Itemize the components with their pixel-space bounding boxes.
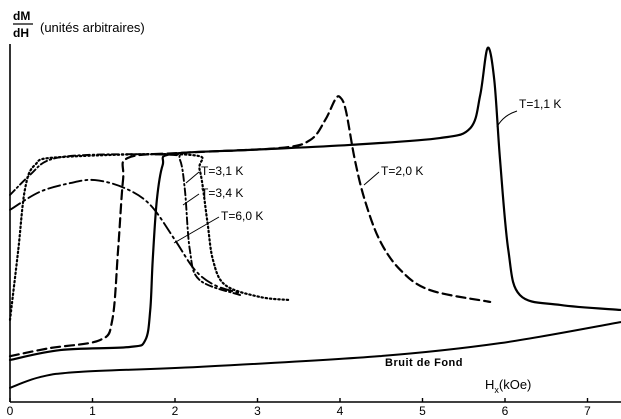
curve-t11 — [8, 46, 621, 362]
y-label-denominator: dH — [13, 26, 29, 40]
x-label-unit: (kOe) — [499, 377, 532, 392]
y-label-numerator: dM — [13, 9, 30, 23]
series-label-t31: T=3,1 K — [201, 164, 243, 178]
x-axis-label: Hx(kOe) — [485, 377, 531, 395]
curve-background-noise — [9, 321, 621, 389]
x-tick-label: 7 — [584, 404, 591, 418]
series-label-t11: T=1,1 K — [519, 97, 561, 111]
x-tick-label: 1 — [89, 404, 96, 418]
series-label-background-noise: Bruit de Fond — [385, 357, 463, 369]
y-axis-label: dM dH (unités arbitraires) — [13, 9, 145, 40]
x-tick-label: 2 — [172, 404, 179, 418]
x-tick-label: 0 — [7, 404, 14, 418]
leader-line-t31 — [185, 171, 200, 184]
x-axis-ticks: 0 1 2 3 4 5 6 7 — [7, 398, 591, 418]
x-label-subscript: x — [494, 385, 499, 395]
leader-line-t60 — [173, 216, 220, 244]
curve-t34 — [8, 152, 291, 321]
series-label-t34: T=3,4 K — [201, 186, 243, 200]
x-tick-label: 5 — [419, 404, 426, 418]
curve-t20 — [8, 95, 492, 358]
leader-line-t20 — [363, 171, 380, 186]
x-tick-label: 6 — [502, 404, 509, 418]
leader-line-t11 — [496, 110, 518, 128]
leader-line-t34 — [182, 193, 200, 206]
series-label-t60: T=6,0 K — [221, 209, 263, 223]
x-tick-label: 4 — [337, 404, 344, 418]
series-label-t20: T=2,0 K — [381, 164, 423, 178]
y-label-unit: (unités arbitraires) — [40, 20, 145, 35]
curves-group — [8, 46, 621, 389]
x-label-symbol: H — [485, 377, 494, 392]
x-tick-label: 3 — [254, 404, 261, 418]
curve-t60 — [9, 178, 242, 295]
